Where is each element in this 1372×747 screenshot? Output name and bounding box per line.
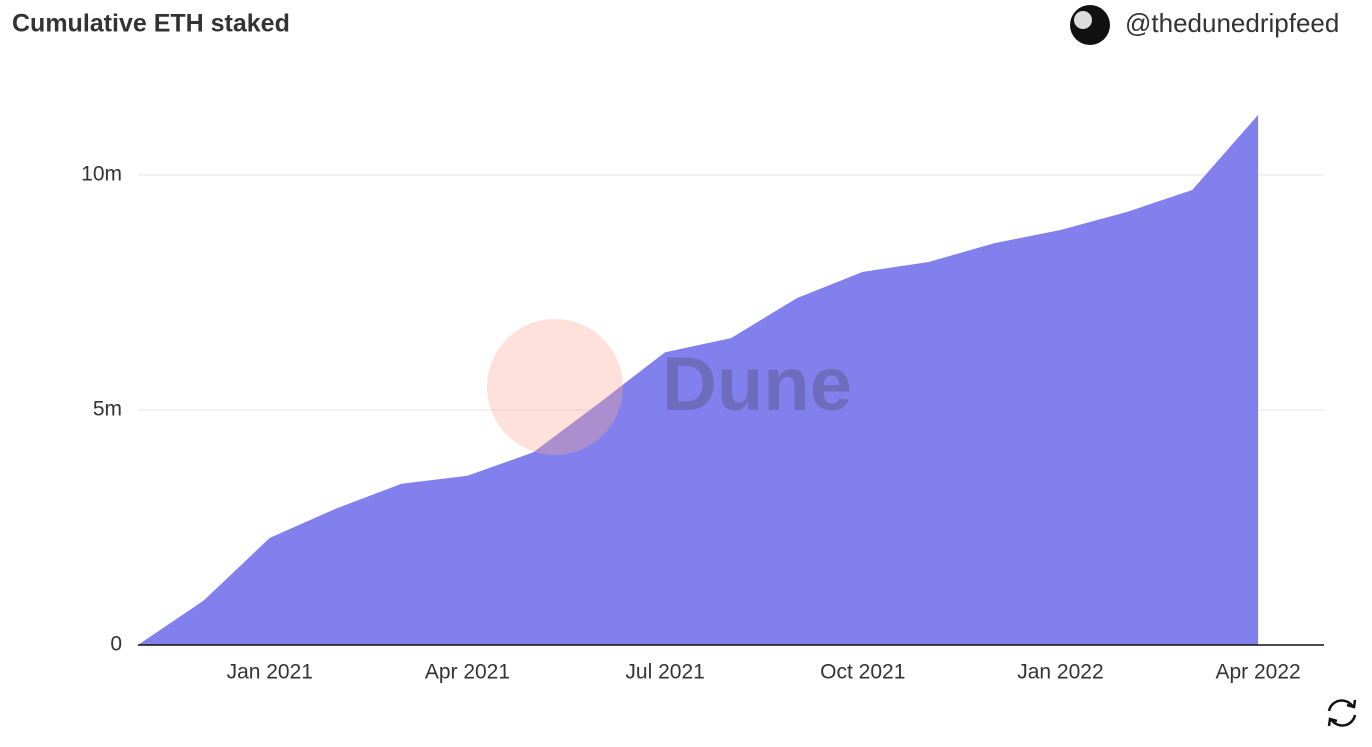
plot: 0 5m 10m Jan 2021 Apr 2021 Jul 2021 Oct 2021 Ja… bbox=[81, 114, 1324, 684]
x-tick-label: Jan 2021 bbox=[227, 661, 313, 684]
x-tick-label: Oct 2021 bbox=[820, 661, 905, 684]
x-tick-label: Jan 2022 bbox=[1017, 661, 1103, 684]
refresh-icon[interactable] bbox=[1327, 699, 1357, 727]
chart-title: Cumulative ETH staked bbox=[12, 10, 290, 38]
y-tick-label: 0 bbox=[110, 633, 122, 656]
x-tick-label: Apr 2021 bbox=[425, 661, 510, 684]
y-tick-label: 5m bbox=[93, 398, 122, 421]
x-tick-label: Apr 2022 bbox=[1215, 661, 1300, 684]
y-tick-label: 10m bbox=[81, 163, 122, 186]
author: @thedunedripfeed bbox=[1125, 8, 1339, 38]
watermark: Dune bbox=[662, 342, 852, 427]
x-tick-label: Jul 2021 bbox=[625, 661, 704, 684]
avatar-detail bbox=[1074, 11, 1092, 29]
area bbox=[138, 114, 1259, 646]
watermark-logo bbox=[487, 319, 623, 455]
